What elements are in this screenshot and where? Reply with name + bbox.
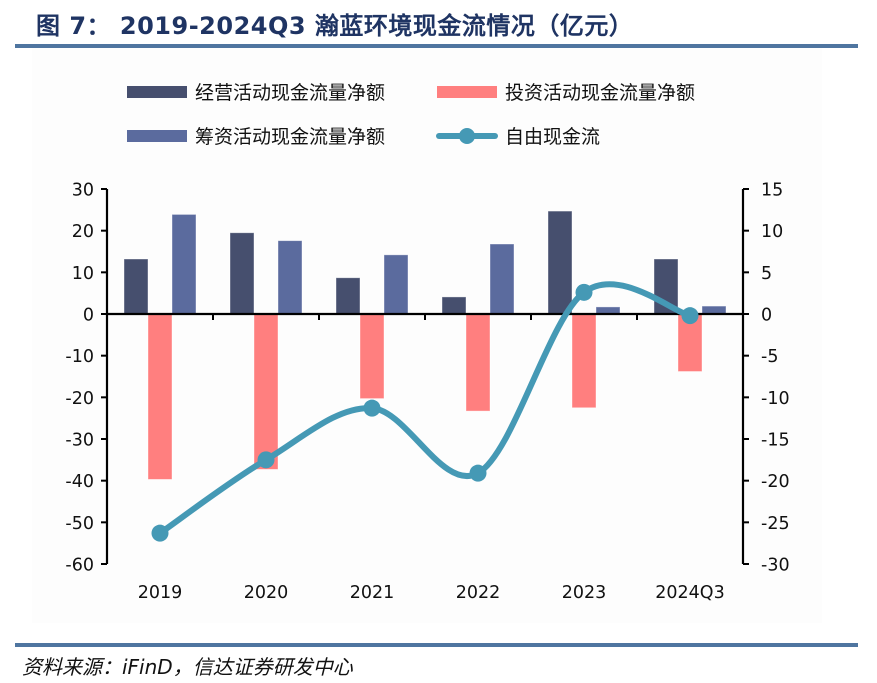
right-tick-label: 15 [761, 181, 783, 201]
right-tick-label: -25 [761, 514, 790, 534]
legend-investing-label: 投资活动现金流量净额 [505, 82, 695, 104]
right-tick-label: -15 [761, 431, 790, 451]
bar-investing-2020 [253, 313, 279, 470]
left-tick-label: 20 [72, 222, 94, 242]
bar-investing-2022 [465, 313, 491, 412]
left-tick-label: 10 [72, 264, 94, 284]
legend-financing-swatch [127, 130, 187, 142]
right-tick-label: -30 [761, 556, 790, 576]
right-tick-label: 0 [761, 306, 772, 326]
bar-financing-2019 [171, 214, 197, 315]
fcf-point-2022 [469, 464, 487, 482]
legend-fcf-swatch-marker [459, 128, 475, 144]
bar-financing-2024Q3 [701, 305, 727, 315]
x-tick-label: 2019 [138, 583, 183, 603]
right-tick-label: 5 [761, 264, 772, 284]
labels-layer: 30 20 10 0 -10 -20 -30 -40 -50 -60 15 10 5 0 -5 -10 -15 -… [65, 181, 789, 604]
left-tick-label: -20 [65, 389, 94, 409]
legend-financing-label: 筹资活动现金流量净额 [195, 126, 385, 148]
fcf-point-2023 [575, 283, 593, 301]
bar-operating-2022 [441, 296, 467, 315]
source-note: 资料来源：iFinD，信达证券研发中心 [22, 655, 353, 679]
fcf-point-2020 [257, 451, 275, 469]
fcf-line [157, 281, 693, 537]
left-tick-label: 30 [72, 181, 94, 201]
x-tick-label: 2024Q3 [655, 583, 724, 603]
right-tick-label: 10 [761, 222, 783, 242]
bar-investing-2023 [571, 313, 597, 409]
bar-financing-2020 [277, 240, 303, 315]
legend-fcf-label: 自由现金流 [505, 126, 600, 148]
fcf-point-2019 [151, 524, 169, 542]
legend-operating-swatch [127, 86, 187, 98]
bar-financing-2022 [489, 243, 515, 315]
bar-operating-2023 [547, 210, 573, 315]
bar-investing-2021 [359, 313, 385, 399]
bar-operating-2020 [229, 232, 255, 315]
right-tick-label: -10 [761, 389, 790, 409]
bar-operating-2019 [123, 258, 149, 315]
right-tick-label: -20 [761, 472, 790, 492]
x-tick-label: 2021 [350, 583, 395, 603]
fcf-point-2024Q3 [681, 307, 699, 325]
x-tick-label: 2023 [562, 583, 607, 603]
figure-title: 图 7： 2019-2024Q3 瀚蓝环境现金流情况（亿元） [36, 12, 634, 40]
fcf-line-layer [151, 281, 699, 542]
fcf-point-2021 [363, 399, 381, 417]
left-tick-label: -40 [65, 472, 94, 492]
bar-operating-2021 [335, 277, 361, 315]
left-tick-label: 0 [83, 306, 94, 326]
left-tick-label: -30 [65, 431, 94, 451]
axes-layer [101, 188, 749, 565]
x-tick-label: 2022 [456, 583, 501, 603]
bar-investing-2019 [147, 313, 173, 480]
bars-layer [123, 210, 727, 480]
legend-operating-label: 经营活动现金流量净额 [195, 82, 385, 104]
left-tick-label: -60 [65, 556, 94, 576]
bar-financing-2021 [383, 254, 409, 315]
left-tick-label: -10 [65, 347, 94, 367]
x-tick-label: 2020 [244, 583, 289, 603]
source-divider [15, 643, 858, 647]
title-divider [15, 44, 858, 48]
legend-investing-swatch [437, 86, 497, 98]
left-tick-label: -50 [65, 514, 94, 534]
right-tick-label: -5 [761, 347, 778, 367]
